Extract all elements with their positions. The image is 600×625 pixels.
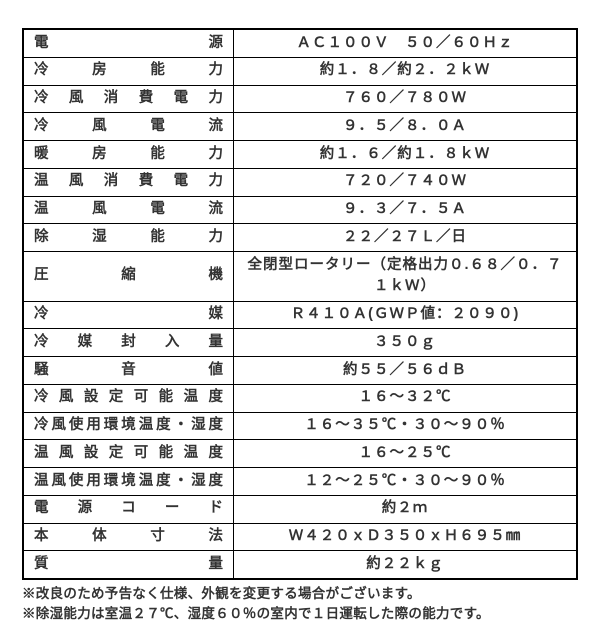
spec-label: 冷風電流 [23, 113, 234, 141]
spec-label: 冷風消費電力 [23, 85, 234, 113]
spec-label: 冷媒封入量 [23, 329, 234, 357]
spec-value: 約５５／５６ｄＢ [234, 357, 577, 385]
spec-label: 暖房能力 [23, 141, 234, 169]
spec-label: 質量 [23, 551, 234, 579]
spec-label: 圧縮機 [23, 252, 234, 302]
spec-row: 冷媒Ｒ４１０Ａ(ＧＷＰ値：２０９０) [23, 301, 577, 329]
spec-value: ７６０／７８０Ｗ [234, 85, 577, 113]
spec-row: 冷風電流９．５／８．０Ａ [23, 113, 577, 141]
spec-row: 冷風使用環境温度・湿度１６～３５℃・３０～９０％ [23, 412, 577, 440]
spec-row: 質量約２２ｋｇ [23, 551, 577, 579]
spec-row: 冷風消費電力７６０／７８０Ｗ [23, 85, 577, 113]
spec-value: １２～２５℃・３０～９０％ [234, 468, 577, 496]
note-line-2: ※除湿能力は室温２７℃、湿度６０％の室内で１日運転した際の能力です。 [22, 604, 578, 624]
spec-table: 電源ＡＣ１００Ｖ ５０／６０Ｈｚ冷房能力約１．８／約２．２ｋＷ冷風消費電力７６０… [22, 28, 578, 580]
spec-label: 冷風使用環境温度・湿度 [23, 412, 234, 440]
spec-value: ＡＣ１００Ｖ ５０／６０Ｈｚ [234, 29, 577, 57]
spec-value: 全閉型ロータリー（定格出力０.６８／０．７１ｋＷ） [234, 252, 577, 302]
note-line-1: ※改良のため予告なく仕様、外観を変更する場合がございます。 [22, 584, 578, 604]
spec-row: 騒音値約５５／５６ｄＢ [23, 357, 577, 385]
spec-value: ９．５／８．０Ａ [234, 113, 577, 141]
spec-label: 温風使用環境温度・湿度 [23, 468, 234, 496]
spec-label: 冷媒 [23, 301, 234, 329]
spec-value: Ｗ４２０ｘＤ３５０ｘＨ６９５㎜ [234, 523, 577, 551]
spec-value: 約２ｍ [234, 495, 577, 523]
spec-value: ７２０／７４０Ｗ [234, 168, 577, 196]
spec-label: 除湿能力 [23, 224, 234, 252]
spec-label: 騒音値 [23, 357, 234, 385]
spec-value: Ｒ４１０Ａ(ＧＷＰ値：２０９０) [234, 301, 577, 329]
spec-label: 電源コード [23, 495, 234, 523]
spec-value: ２２／２７Ｌ／日 [234, 224, 577, 252]
spec-table-body: 電源ＡＣ１００Ｖ ５０／６０Ｈｚ冷房能力約１．８／約２．２ｋＷ冷風消費電力７６０… [23, 29, 577, 579]
spec-label: 冷風設定可能温度 [23, 384, 234, 412]
spec-row: 除湿能力２２／２７Ｌ／日 [23, 224, 577, 252]
spec-row: 温風設定可能温度１６～２５℃ [23, 440, 577, 468]
spec-row: 圧縮機全閉型ロータリー（定格出力０.６８／０．７１ｋＷ） [23, 252, 577, 302]
spec-row: 暖房能力約１．６／約１．８ｋＷ [23, 141, 577, 169]
spec-label: 冷房能力 [23, 57, 234, 85]
spec-row: 電源コード約２ｍ [23, 495, 577, 523]
spec-row: 冷房能力約１．８／約２．２ｋＷ [23, 57, 577, 85]
spec-label: 電源 [23, 29, 234, 57]
spec-value: 約１．６／約１．８ｋＷ [234, 141, 577, 169]
spec-value: 約２２ｋｇ [234, 551, 577, 579]
spec-value: １６～３５℃・３０～９０％ [234, 412, 577, 440]
spec-value: 約１．８／約２．２ｋＷ [234, 57, 577, 85]
spec-row: 温風使用環境温度・湿度１２～２５℃・３０～９０％ [23, 468, 577, 496]
spec-label: 温風消費電力 [23, 168, 234, 196]
spec-value: ３５０ｇ [234, 329, 577, 357]
spec-row: 電源ＡＣ１００Ｖ ５０／６０Ｈｚ [23, 29, 577, 57]
spec-row: 温風電流９．３／７．５Ａ [23, 196, 577, 224]
spec-value: １６～２５℃ [234, 440, 577, 468]
spec-row: 冷風設定可能温度１６～３２℃ [23, 384, 577, 412]
spec-row: 温風消費電力７２０／７４０Ｗ [23, 168, 577, 196]
spec-value: １６～３２℃ [234, 384, 577, 412]
spec-row: 冷媒封入量３５０ｇ [23, 329, 577, 357]
spec-value: ９．３／７．５Ａ [234, 196, 577, 224]
spec-row: 本体寸法Ｗ４２０ｘＤ３５０ｘＨ６９５㎜ [23, 523, 577, 551]
spec-label: 温風設定可能温度 [23, 440, 234, 468]
notes-block: ※改良のため予告なく仕様、外観を変更する場合がございます。 ※除湿能力は室温２７… [22, 584, 578, 625]
spec-label: 温風電流 [23, 196, 234, 224]
spec-label: 本体寸法 [23, 523, 234, 551]
